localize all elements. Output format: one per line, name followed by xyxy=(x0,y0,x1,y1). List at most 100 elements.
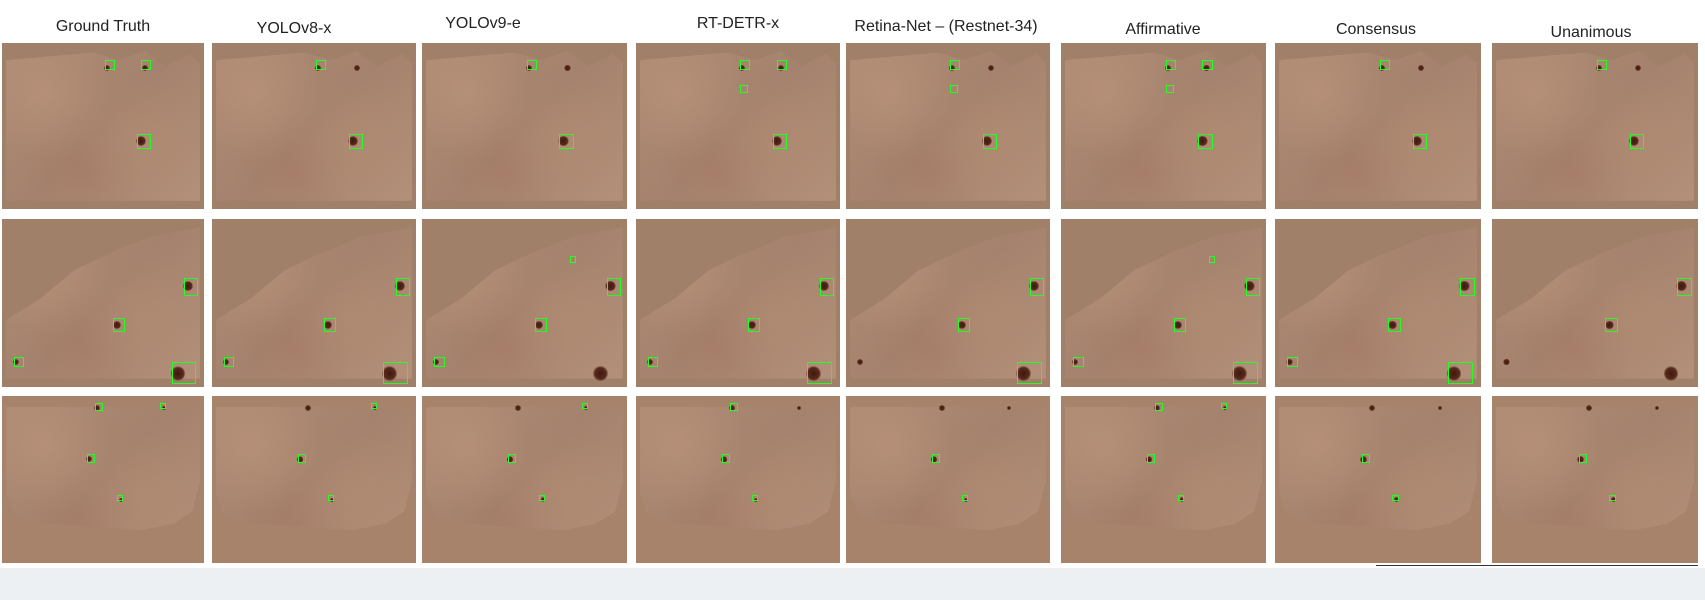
detection-box xyxy=(1413,134,1428,150)
detection-box xyxy=(819,277,834,297)
skin-tissue-region xyxy=(640,227,836,379)
detection-box xyxy=(740,84,749,93)
skin-lesion xyxy=(85,456,92,463)
detection-box xyxy=(648,356,659,367)
skin-lesion xyxy=(515,404,522,411)
detection-box xyxy=(581,402,589,410)
skin-lesion xyxy=(1197,135,1208,147)
detection-box xyxy=(1392,494,1399,502)
detection-box xyxy=(1073,356,1084,367)
detection-box xyxy=(534,318,548,332)
skin-tissue-region xyxy=(1065,407,1262,531)
skin-lesion xyxy=(1388,320,1397,329)
detection-box xyxy=(1155,402,1164,412)
skin-lesion xyxy=(1016,366,1031,381)
skin-lesion xyxy=(1173,320,1182,329)
dermoscopy-panel-r3-c3 xyxy=(422,396,627,563)
detection-box xyxy=(105,59,116,70)
detection-box xyxy=(117,494,124,502)
detection-box xyxy=(748,318,761,332)
detection-box xyxy=(508,454,517,463)
skin-lesion xyxy=(534,320,543,329)
skin-tissue-region xyxy=(1279,51,1477,201)
skin-tissue-region xyxy=(640,407,836,531)
skin-lesion xyxy=(1368,404,1375,411)
skin-tissue-region xyxy=(426,51,623,201)
skin-lesion xyxy=(605,281,616,292)
detection-box xyxy=(1202,59,1213,70)
detection-box xyxy=(606,277,621,297)
detection-box xyxy=(1605,318,1618,332)
column-title-8: Unanimous xyxy=(1550,24,1632,41)
skin-lesion xyxy=(857,358,864,365)
skin-lesion xyxy=(1360,456,1367,463)
detection-box xyxy=(1245,277,1260,297)
skin-lesion xyxy=(739,64,746,71)
skin-lesion xyxy=(1437,405,1442,410)
dermoscopy-panel-r2-c6 xyxy=(1061,219,1266,387)
column-title-1: Ground Truth xyxy=(55,18,151,35)
skin-tissue-region xyxy=(6,407,200,531)
skin-lesion xyxy=(930,456,937,463)
skin-lesion xyxy=(93,404,100,411)
detection-box xyxy=(1388,318,1401,332)
skin-lesion xyxy=(720,456,727,463)
skin-lesion xyxy=(324,320,333,329)
column-title-2: YOLOv8-x xyxy=(256,20,332,37)
detection-box xyxy=(931,454,940,463)
skin-tissue-region xyxy=(1279,227,1477,379)
detection-box xyxy=(1609,494,1616,502)
detection-box xyxy=(538,494,545,502)
skin-lesion xyxy=(1585,404,1592,411)
skin-lesion xyxy=(1232,366,1247,381)
dermoscopy-panel-r3-c5 xyxy=(846,396,1050,563)
detection-box xyxy=(1460,277,1475,297)
dermoscopy-panel-r2-c8 xyxy=(1492,219,1698,387)
dermoscopy-panel-r2-c2 xyxy=(212,219,416,387)
skin-tissue-region xyxy=(1496,407,1694,531)
detection-box xyxy=(1578,454,1587,463)
skin-lesion xyxy=(182,281,193,292)
skin-tissue-region xyxy=(6,227,200,379)
detection-box xyxy=(1220,402,1228,410)
detection-box xyxy=(94,402,103,412)
skin-lesion xyxy=(1611,497,1616,502)
detection-box xyxy=(1677,277,1692,297)
skin-lesion xyxy=(373,405,378,410)
skin-lesion xyxy=(1418,64,1425,71)
detection-box xyxy=(752,494,759,502)
skin-lesion xyxy=(647,358,654,365)
detection-box xyxy=(982,134,997,150)
detection-box xyxy=(141,59,152,70)
detection-box xyxy=(383,361,408,384)
skin-lesion xyxy=(1654,405,1659,410)
skin-tissue-region xyxy=(216,51,412,201)
skin-lesion xyxy=(564,64,571,71)
detection-box xyxy=(807,361,832,384)
skin-lesion xyxy=(1411,135,1423,147)
detection-box xyxy=(740,59,751,70)
detection-box xyxy=(1597,59,1608,70)
skin-lesion xyxy=(382,366,397,381)
dermoscopy-panel-r2-c7 xyxy=(1275,219,1481,387)
skin-lesion xyxy=(330,497,335,502)
skin-lesion xyxy=(938,404,945,411)
detection-box xyxy=(1630,134,1645,150)
detection-box xyxy=(1448,361,1473,384)
detection-box xyxy=(772,134,787,150)
skin-lesion xyxy=(142,64,149,71)
skin-lesion xyxy=(558,135,569,147)
skin-lesion xyxy=(170,366,185,381)
skin-lesion xyxy=(1244,281,1255,292)
skin-lesion xyxy=(1596,64,1603,71)
detection-box xyxy=(1233,361,1258,384)
skin-lesion xyxy=(507,456,514,463)
skin-lesion xyxy=(1447,366,1462,381)
skin-tissue-region xyxy=(850,227,1046,379)
skin-lesion xyxy=(1146,456,1153,463)
dermoscopy-panel-r3-c7 xyxy=(1275,396,1481,563)
skin-lesion xyxy=(771,135,782,147)
skin-tissue-region xyxy=(1496,51,1694,201)
detection-box xyxy=(395,277,410,297)
skin-tissue-region xyxy=(1496,227,1694,379)
